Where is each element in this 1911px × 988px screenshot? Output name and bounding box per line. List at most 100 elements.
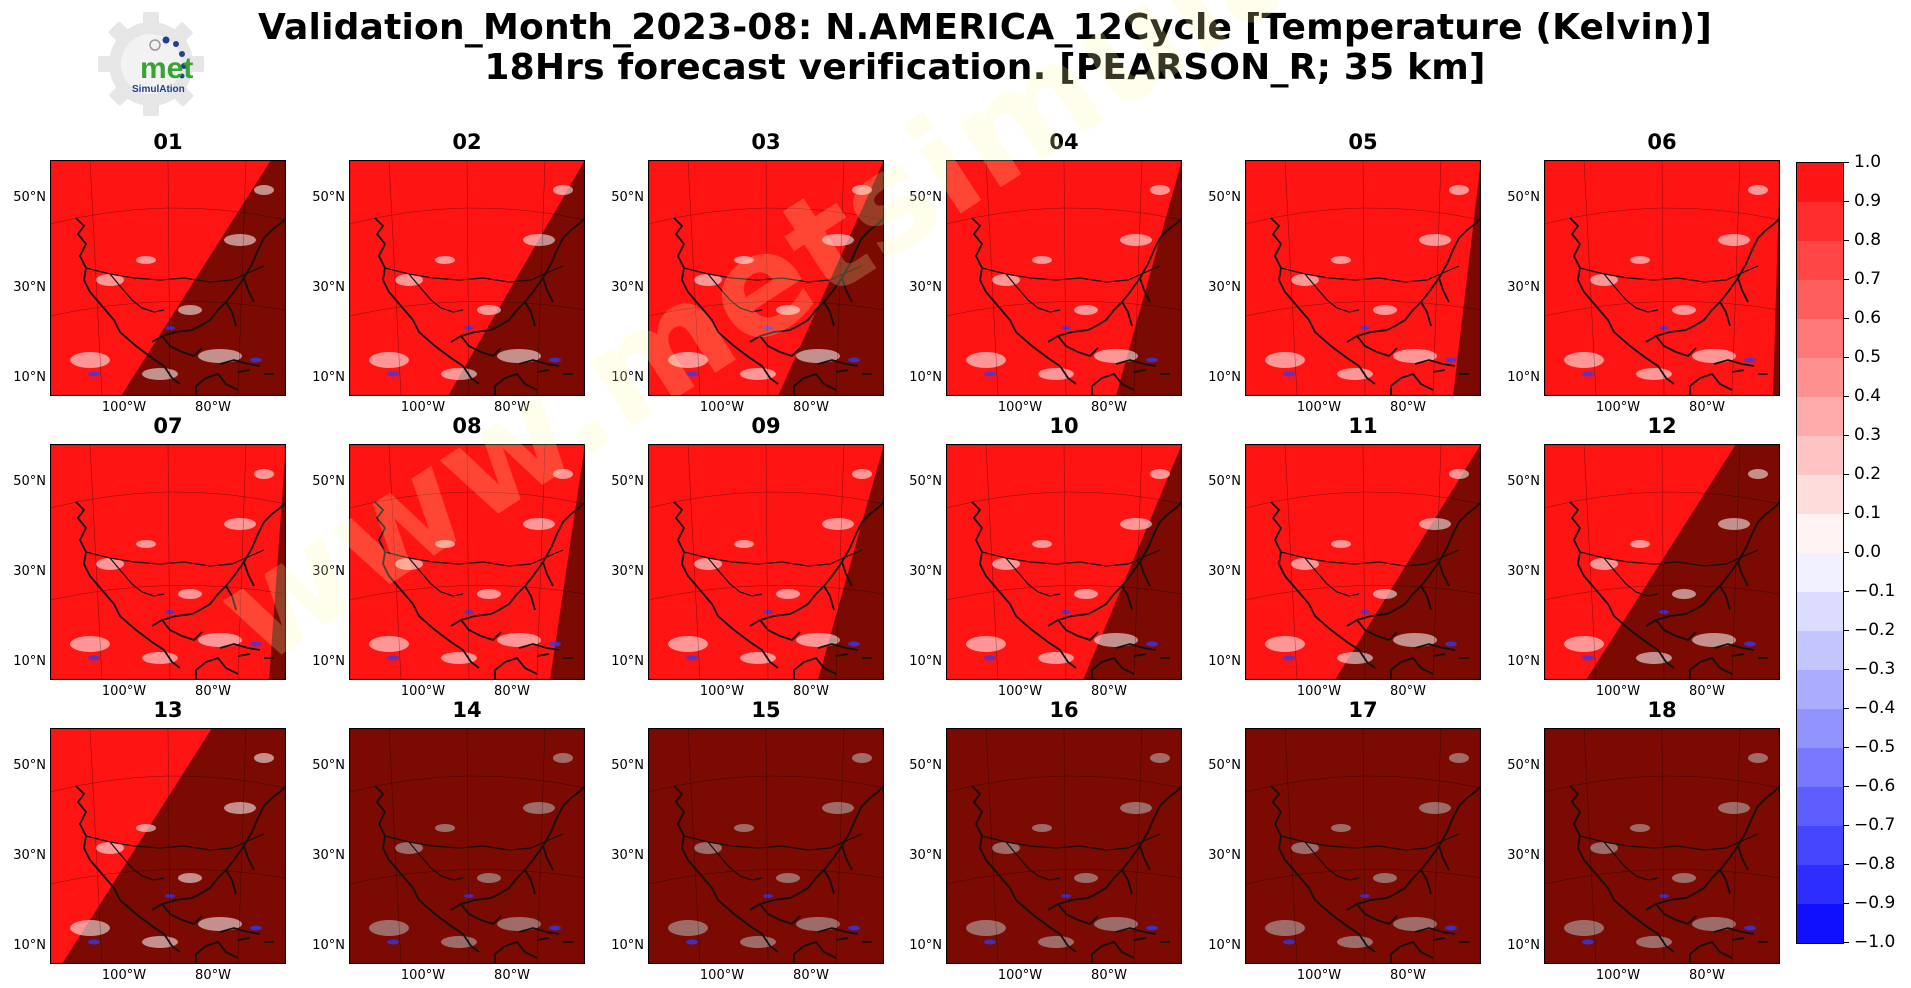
forecast-map-panel <box>349 728 585 964</box>
longitude-label: 100°W <box>997 968 1043 983</box>
panel-title: 01 <box>153 130 183 154</box>
latitude-label: 30°N <box>13 280 46 295</box>
longitude-label: 80°W <box>195 968 231 983</box>
colorbar-band <box>1797 709 1843 748</box>
forecast-map-panel <box>648 160 884 396</box>
colorbar-tick <box>1844 903 1849 904</box>
longitude-label: 100°W <box>101 968 147 983</box>
colorbar-tick-label: −0.9 <box>1854 893 1896 913</box>
forecast-map-panel <box>946 160 1182 396</box>
colorbar-tick <box>1844 942 1849 943</box>
longitude-label: 80°W <box>494 968 530 983</box>
colorbar-band <box>1797 865 1843 904</box>
longitude-label: 80°W <box>793 684 829 699</box>
colorbar-tick-label: 0.1 <box>1854 503 1882 523</box>
forecast-map-panel <box>648 444 884 680</box>
latitude-label: 50°N <box>13 190 46 205</box>
longitude-label: 100°W <box>101 684 147 699</box>
colorbar-tick <box>1844 747 1849 748</box>
colorbar-tick-label: 0.8 <box>1854 230 1882 250</box>
longitude-label: 80°W <box>1689 968 1725 983</box>
colorbar-band <box>1797 514 1843 553</box>
panel-title: 14 <box>452 698 482 722</box>
colorbar-tick-label: −0.8 <box>1854 854 1896 874</box>
longitude-label: 100°W <box>400 968 446 983</box>
colorbar-band <box>1797 826 1843 865</box>
longitude-label: 100°W <box>1595 968 1641 983</box>
colorbar-tick-label: −0.5 <box>1854 737 1896 757</box>
colorbar-band <box>1797 904 1843 943</box>
panel-title: 12 <box>1647 414 1677 438</box>
colorbar-tick-label: 0.2 <box>1854 464 1882 484</box>
longitude-label: 80°W <box>1390 968 1426 983</box>
longitude-label: 80°W <box>1091 400 1127 415</box>
colorbar-tick-label: −0.1 <box>1854 581 1896 601</box>
forecast-map-panel <box>1245 728 1481 964</box>
latitude-label: 50°N <box>611 758 644 773</box>
colorbar-band <box>1797 592 1843 631</box>
colorbar-tick <box>1844 513 1849 514</box>
latitude-label: 30°N <box>1208 564 1241 579</box>
longitude-label: 80°W <box>1689 400 1725 415</box>
figure-title: Validation_Month_2023-08: N.AMERICA_12Cy… <box>180 8 1790 88</box>
colorbar-band <box>1797 163 1843 202</box>
longitude-label: 80°W <box>1390 400 1426 415</box>
panel-title: 07 <box>153 414 183 438</box>
latitude-label: 30°N <box>909 564 942 579</box>
panel-title: 03 <box>751 130 781 154</box>
longitude-label: 80°W <box>1390 684 1426 699</box>
longitude-label: 80°W <box>1091 968 1127 983</box>
longitude-label: 80°W <box>1689 684 1725 699</box>
colorbar-band <box>1797 553 1843 592</box>
colorbar-band <box>1797 670 1843 709</box>
latitude-label: 10°N <box>1208 370 1241 385</box>
panel-title: 10 <box>1049 414 1079 438</box>
forecast-map-panel <box>50 160 286 396</box>
latitude-label: 50°N <box>13 758 46 773</box>
colorbar-band <box>1797 202 1843 241</box>
latitude-label: 30°N <box>1507 280 1540 295</box>
colorbar-tick <box>1844 669 1849 670</box>
panel-title: 02 <box>452 130 482 154</box>
forecast-map-panel <box>50 728 286 964</box>
longitude-label: 100°W <box>1595 400 1641 415</box>
longitude-label: 100°W <box>699 400 745 415</box>
title-line-1: Validation_Month_2023-08: N.AMERICA_12Cy… <box>257 7 1713 48</box>
longitude-label: 100°W <box>997 684 1043 699</box>
colorbar-tick-label: −0.4 <box>1854 698 1896 718</box>
colorbar-tick <box>1844 591 1849 592</box>
latitude-label: 10°N <box>909 370 942 385</box>
forecast-map-panel <box>349 444 585 680</box>
forecast-map-panel <box>1544 728 1780 964</box>
colorbar-tick <box>1844 201 1849 202</box>
latitude-label: 10°N <box>1507 370 1540 385</box>
latitude-label: 50°N <box>909 190 942 205</box>
colorbar-tick-label: 0.7 <box>1854 269 1882 289</box>
longitude-label: 100°W <box>1595 684 1641 699</box>
latitude-label: 10°N <box>1208 654 1241 669</box>
latitude-label: 30°N <box>1208 848 1241 863</box>
latitude-label: 30°N <box>13 848 46 863</box>
colorbar-tick <box>1844 864 1849 865</box>
latitude-label: 10°N <box>312 654 345 669</box>
colorbar-band <box>1797 319 1843 358</box>
panel-title: 18 <box>1647 698 1677 722</box>
longitude-label: 100°W <box>1296 400 1342 415</box>
latitude-label: 10°N <box>611 938 644 953</box>
colorbar-band <box>1797 748 1843 787</box>
latitude-label: 10°N <box>1507 654 1540 669</box>
colorbar-band <box>1797 358 1843 397</box>
latitude-label: 30°N <box>13 564 46 579</box>
latitude-label: 30°N <box>909 280 942 295</box>
latitude-label: 50°N <box>312 474 345 489</box>
forecast-map-panel <box>50 444 286 680</box>
latitude-label: 10°N <box>1507 938 1540 953</box>
met-simulation-logo: met SimulAtion <box>98 12 204 116</box>
colorbar-tick <box>1844 357 1849 358</box>
longitude-label: 80°W <box>793 400 829 415</box>
longitude-label: 80°W <box>494 400 530 415</box>
colorbar-tick <box>1844 435 1849 436</box>
latitude-label: 30°N <box>909 848 942 863</box>
colorbar-tick <box>1844 240 1849 241</box>
longitude-label: 80°W <box>494 684 530 699</box>
